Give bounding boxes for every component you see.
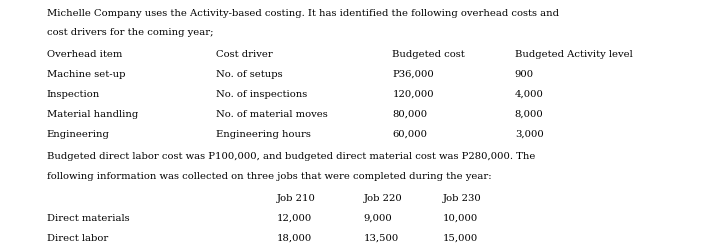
Text: Direct labor: Direct labor	[47, 234, 108, 243]
Text: Budgeted Activity level: Budgeted Activity level	[515, 50, 633, 59]
Text: 900: 900	[515, 70, 534, 79]
Text: cost drivers for the coming year;: cost drivers for the coming year;	[47, 28, 213, 37]
Text: Cost driver: Cost driver	[216, 50, 273, 59]
Text: Engineering: Engineering	[47, 130, 109, 139]
Text: P36,000: P36,000	[392, 70, 434, 79]
Text: 13,500: 13,500	[364, 234, 399, 243]
Text: Budgeted cost: Budgeted cost	[392, 50, 465, 59]
Text: Engineering hours: Engineering hours	[216, 130, 311, 139]
Text: 3,000: 3,000	[515, 130, 544, 139]
Text: Inspection: Inspection	[47, 90, 100, 99]
Text: Direct materials: Direct materials	[47, 214, 130, 223]
Text: 9,000: 9,000	[364, 214, 392, 223]
Text: 8,000: 8,000	[515, 110, 544, 119]
Text: Overhead item: Overhead item	[47, 50, 122, 59]
Text: Material handling: Material handling	[47, 110, 138, 119]
Text: Michelle Company uses the Activity-based costing. It has identified the followin: Michelle Company uses the Activity-based…	[47, 9, 559, 17]
Text: 15,000: 15,000	[443, 234, 478, 243]
Text: Budgeted direct labor cost was P100,000, and budgeted direct material cost was P: Budgeted direct labor cost was P100,000,…	[47, 152, 535, 161]
Text: 12,000: 12,000	[277, 214, 312, 223]
Text: No. of material moves: No. of material moves	[216, 110, 328, 119]
Text: 80,000: 80,000	[392, 110, 428, 119]
Text: 60,000: 60,000	[392, 130, 428, 139]
Text: Job 220: Job 220	[364, 194, 402, 203]
Text: 120,000: 120,000	[392, 90, 434, 99]
Text: Job 210: Job 210	[277, 194, 316, 203]
Text: Machine set-up: Machine set-up	[47, 70, 125, 79]
Text: 4,000: 4,000	[515, 90, 544, 99]
Text: Job 230: Job 230	[443, 194, 482, 203]
Text: No. of inspections: No. of inspections	[216, 90, 307, 99]
Text: No. of setups: No. of setups	[216, 70, 283, 79]
Text: following information was collected on three jobs that were completed during the: following information was collected on t…	[47, 172, 492, 181]
Text: 10,000: 10,000	[443, 214, 478, 223]
Text: 18,000: 18,000	[277, 234, 312, 243]
